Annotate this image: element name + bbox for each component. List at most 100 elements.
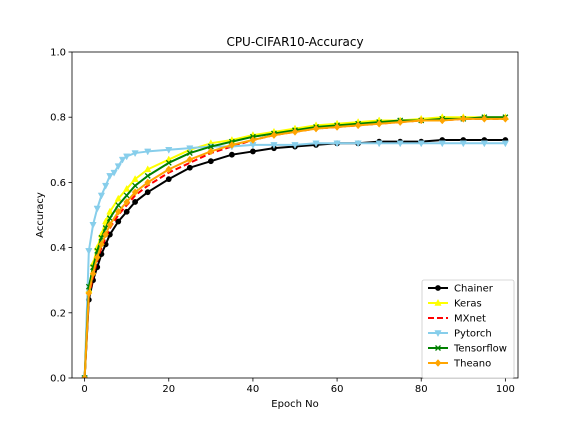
data-point-tensorflow (165, 159, 172, 166)
data-point-theano (249, 136, 257, 144)
data-point-pytorch (459, 140, 467, 148)
legend: Chainer Keras MXnet Pytorch Tensorflow Theano (421, 279, 515, 379)
legend-label: Pytorch (454, 329, 492, 340)
data-point-theano (312, 124, 320, 133)
chart-title: CPU-CIFAR10-Accuracy (226, 35, 363, 49)
data-point-pytorch (480, 140, 488, 148)
data-point-theano (459, 114, 467, 123)
data-point-chainer (144, 189, 151, 196)
data-point-chainer (228, 151, 235, 158)
data-point-tensorflow (207, 143, 214, 150)
data-point-pytorch (97, 192, 106, 200)
data-point-pytorch (118, 156, 127, 164)
data-point-theano (106, 220, 114, 229)
data-point-theano (438, 116, 446, 125)
legend-label: Keras (454, 299, 482, 310)
data-point-keras (106, 207, 114, 215)
legend-marker (434, 330, 442, 338)
data-point-pytorch (131, 150, 139, 158)
data-point-theano (333, 123, 341, 131)
data-point-theano (228, 141, 236, 149)
data-point-pytorch (291, 142, 299, 149)
data-point-pytorch (89, 222, 97, 229)
data-point-keras (123, 184, 131, 192)
data-point-theano (144, 178, 152, 187)
data-point-pytorch (396, 140, 404, 148)
data-point-chainer (123, 208, 130, 215)
data-point-keras (131, 175, 139, 182)
y-tick-label: 1.0 (50, 48, 66, 59)
data-point-pytorch (354, 140, 362, 148)
data-point-theano (207, 147, 215, 156)
plot-frame (71, 51, 519, 379)
data-point-theano (270, 131, 278, 140)
data-point-theano (502, 114, 509, 123)
data-point-theano (291, 127, 299, 136)
data-point-pytorch (312, 140, 320, 148)
axes: 0 20 40 60 80 100 0.0 0.2 0.4 0.6 0.8 1.0 (50, 48, 519, 395)
x-tick-label: 80 (415, 384, 428, 395)
data-point-pytorch (106, 173, 114, 180)
data-point-chainer (165, 176, 172, 183)
legend-marker (434, 298, 442, 306)
legend-marker (435, 285, 441, 291)
data-point-pytorch (102, 182, 110, 190)
series-line-chainer (83, 139, 506, 378)
legend-item-mxnet: MXnet (428, 314, 486, 325)
series-line-mxnet (83, 117, 506, 378)
data-point-pytorch (144, 148, 152, 156)
legend-item-tensorflow: Tensorflow (428, 344, 507, 355)
y-tick-label: 0.8 (50, 113, 66, 124)
legend-item-keras: Keras (428, 299, 482, 310)
data-point-theano (89, 269, 97, 278)
data-point-theano (98, 240, 105, 249)
y-tick-label: 0.0 (50, 374, 66, 385)
data-point-theano (85, 289, 93, 298)
data-point-pytorch (165, 147, 173, 154)
data-point-theano (396, 118, 404, 126)
data-point-theano (93, 253, 101, 262)
legend-marker (435, 345, 441, 351)
data-point-pytorch (186, 145, 194, 153)
data-point-theano (81, 374, 88, 378)
legend-item-theano: Theano (428, 359, 491, 370)
data-point-tensorflow (123, 192, 130, 199)
data-point-theano (165, 165, 173, 174)
legend-label: Theano (453, 359, 491, 370)
data-point-keras (114, 194, 122, 202)
data-point-tensorflow (144, 172, 151, 179)
data-point-pytorch (375, 140, 383, 148)
data-point-theano (481, 114, 488, 123)
y-axis-title: Accuracy (35, 192, 46, 238)
data-point-chainer (207, 158, 214, 165)
data-point-pytorch (501, 140, 509, 148)
series-theano (81, 114, 509, 378)
x-tick-label: 0 (81, 384, 87, 395)
data-point-pytorch (114, 163, 122, 171)
data-point-tensorflow (106, 215, 113, 222)
data-point-theano (102, 230, 109, 239)
data-point-pytorch (417, 140, 425, 148)
data-point-tensorflow (186, 150, 193, 157)
data-point-pytorch (93, 205, 101, 213)
data-point-theano (375, 119, 383, 128)
data-point-chainer (132, 199, 139, 205)
data-point-tensorflow (132, 182, 139, 189)
x-tick-label: 100 (496, 384, 515, 395)
x-axis-title: Epoch No (271, 399, 318, 410)
x-tick-label: 60 (331, 384, 344, 395)
series-line-theano (83, 117, 506, 378)
data-point-theano (354, 121, 362, 130)
data-point-pytorch (438, 140, 446, 148)
legend-item-pytorch: Pytorch (428, 329, 492, 340)
data-point-theano (131, 188, 139, 197)
data-point-chainer (115, 218, 122, 225)
data-point-theano (417, 116, 425, 125)
data-point-theano (123, 198, 131, 206)
y-tick-label: 0.2 (50, 308, 66, 319)
data-point-pytorch (110, 169, 118, 177)
data-point-pytorch (333, 140, 341, 148)
data-point-pytorch (270, 142, 278, 149)
data-point-theano (114, 207, 122, 216)
